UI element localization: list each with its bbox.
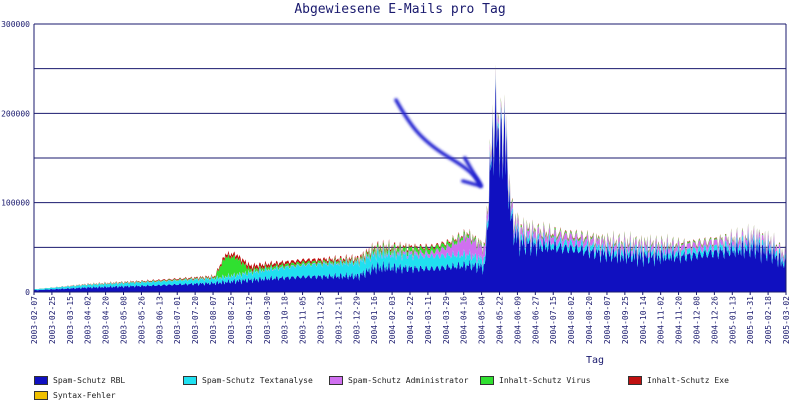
legend-swatch <box>480 375 494 385</box>
legend-label: Spam-Schutz RBL <box>53 375 126 385</box>
x-tick-label: 2004-09-25 <box>621 296 630 344</box>
legend-item: Syntax-Fehler <box>34 389 116 401</box>
x-tick-label: 2003-07-01 <box>173 296 182 344</box>
legend-label: Spam-Schutz Administrator <box>348 375 469 385</box>
x-tick-label: 2003-04-20 <box>102 296 111 344</box>
legend-item: Spam-Schutz RBL <box>34 374 125 386</box>
x-tick-label: 2004-02-03 <box>388 296 397 344</box>
x-tick-label: 2003-12-11 <box>334 296 343 344</box>
x-tick-label: 2004-11-02 <box>657 296 666 344</box>
x-tick-label: 2003-09-12 <box>245 296 254 344</box>
x-tick-label: 2003-09-30 <box>263 296 272 344</box>
legend-swatch <box>34 375 48 385</box>
x-tick-label: 2004-04-16 <box>460 296 469 344</box>
legend-label: Inhalt-Schutz Virus <box>499 375 591 385</box>
x-tick-label: 2004-08-02 <box>567 296 576 344</box>
x-tick-label: 2004-06-27 <box>531 296 540 344</box>
legend-swatch <box>183 375 197 385</box>
y-tick-label: 200000 <box>1 109 30 118</box>
x-tick-label: 2003-08-07 <box>209 296 218 344</box>
x-tick-label: 2003-05-26 <box>137 296 146 344</box>
x-tick-label: 2003-11-23 <box>316 296 325 344</box>
legend-swatch <box>329 375 343 385</box>
x-tick-label: 2003-03-15 <box>66 296 75 344</box>
x-tick-label: 2004-08-20 <box>585 296 594 344</box>
x-tick-label: 2005-02-18 <box>764 296 773 344</box>
legend-label: Spam-Schutz Textanalyse <box>202 375 313 385</box>
x-tick-label: 2003-10-18 <box>281 296 290 344</box>
x-tick-label: 2004-03-11 <box>424 296 433 344</box>
x-tick-label: 2004-10-14 <box>639 296 648 344</box>
x-tick-label: 2003-08-25 <box>227 296 236 344</box>
x-tick-label: 2004-02-22 <box>406 296 415 344</box>
legend-item: Inhalt-Schutz Virus <box>480 374 591 386</box>
x-tick-label: 2004-11-20 <box>675 296 684 344</box>
legend-item: Spam-Schutz Textanalyse <box>183 374 313 386</box>
x-tick-label: 2004-05-04 <box>478 296 487 344</box>
x-tick-label: 2004-06-09 <box>513 296 522 344</box>
x-tick-label: 2005-01-13 <box>728 296 737 344</box>
x-tick-label: 2003-06-13 <box>155 296 164 344</box>
legend-swatch <box>34 390 48 400</box>
x-tick-label: 2004-12-26 <box>710 296 719 344</box>
x-tick-label: 2004-05-22 <box>496 296 505 344</box>
x-tick-label: 2003-05-08 <box>120 296 129 344</box>
x-tick-label: 2003-02-25 <box>48 296 57 344</box>
x-tick-label: 2005-01-31 <box>746 296 755 344</box>
y-tick-label: 0 <box>25 288 30 297</box>
x-axis-title: Tag <box>586 355 605 366</box>
legend-label: Syntax-Fehler <box>53 390 116 400</box>
y-tick-label: 300000 <box>1 20 30 29</box>
x-tick-label: 2003-07-20 <box>191 296 200 344</box>
annotation-arrowhead <box>461 156 483 188</box>
legend-item: Inhalt-Schutz Exe <box>628 374 729 386</box>
x-tick-label: 2005-03-02 <box>782 296 791 344</box>
area-series-spam-schutz-rbl <box>34 77 786 293</box>
x-tick-label: 2003-12-29 <box>352 296 361 344</box>
x-tick-label: 2004-09-07 <box>603 296 612 344</box>
y-tick-label: 100000 <box>1 199 30 208</box>
x-tick-label: 2004-12-08 <box>692 296 701 344</box>
x-tick-label: 2004-01-16 <box>370 296 379 344</box>
x-tick-label: 2003-04-02 <box>84 296 93 344</box>
legend-item: Spam-Schutz Administrator <box>329 374 468 386</box>
x-tick-label: 2004-07-15 <box>549 296 558 344</box>
x-tick-label: 2003-02-07 <box>30 296 39 344</box>
x-tick-label: 2003-11-05 <box>299 296 308 344</box>
x-tick-label: 2004-03-29 <box>442 296 451 344</box>
legend-swatch <box>628 375 642 385</box>
chart-title: Abgewiesene E-Mails pro Tag <box>294 2 506 17</box>
legend-label: Inhalt-Schutz Exe <box>647 375 729 385</box>
